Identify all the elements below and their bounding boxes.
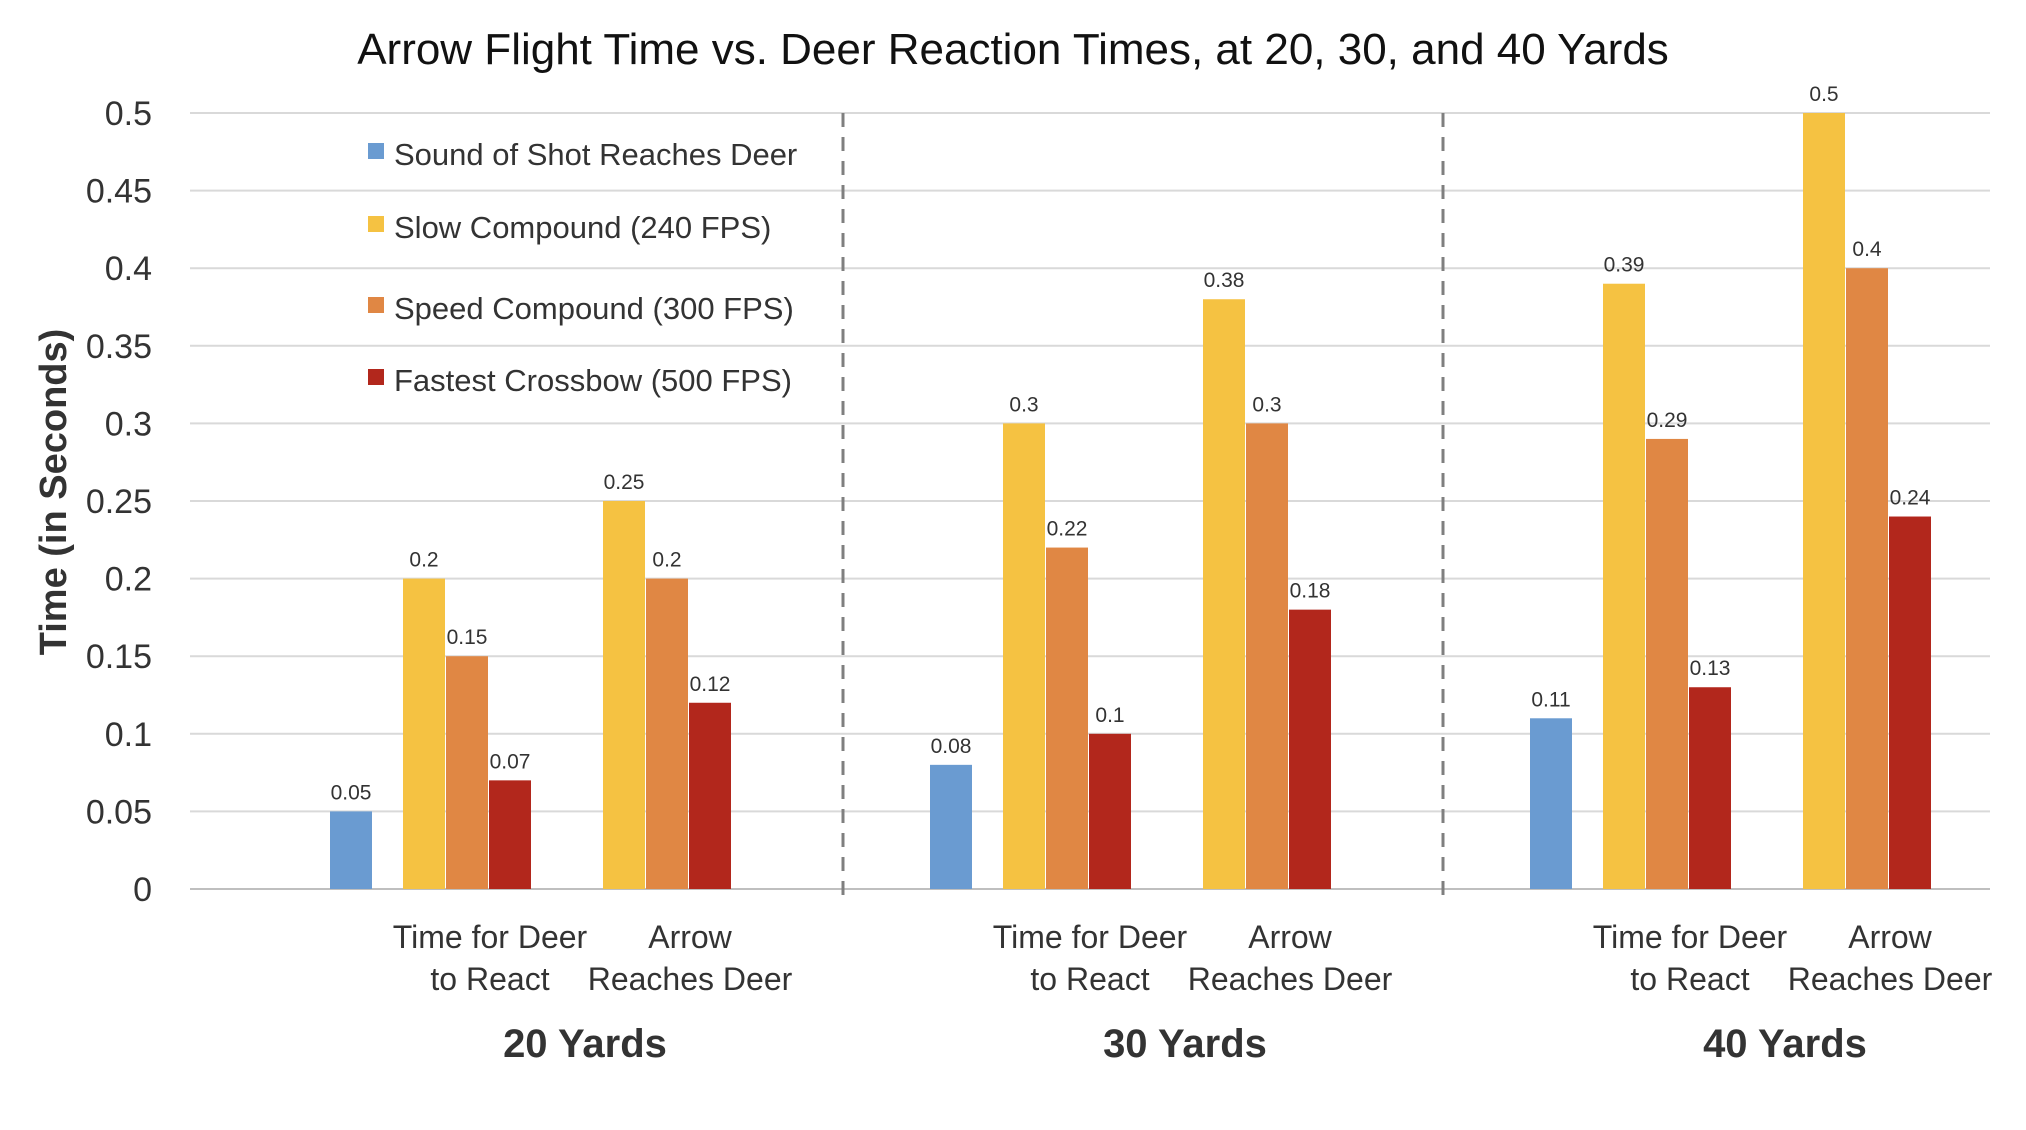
- bar: [1046, 547, 1088, 889]
- data-labels: 0.05 0.2 0.15 0.07 0.25 0.2 0.12 0.08 0.3 0.22 0.1…: [331, 83, 1931, 804]
- y-tick-label: 0: [133, 871, 152, 909]
- bar: [1246, 423, 1288, 889]
- category-label: Time for Deer: [1593, 919, 1788, 955]
- bar: [1003, 423, 1045, 889]
- category-label: Time for Deer: [393, 919, 588, 955]
- bar: [1530, 718, 1572, 889]
- legend-label: Sound of Shot Reaches Deer: [394, 137, 797, 172]
- data-label: 0.38: [1204, 269, 1245, 292]
- bar: [1889, 516, 1931, 889]
- y-tick-label: 0.25: [86, 483, 152, 521]
- y-tick-label: 0.5: [105, 95, 152, 133]
- category-label: Time for Deer: [993, 919, 1188, 955]
- bar: [1646, 438, 1688, 889]
- y-tick-label: 0.2: [105, 561, 152, 599]
- bar: [1089, 733, 1131, 889]
- x-axis-labels: Time for Deer to React Arrow Reaches Deer 20…: [393, 919, 1993, 1066]
- y-tick-label: 0.45: [86, 173, 152, 211]
- y-tick-label: 0.3: [105, 405, 152, 443]
- data-label: 0.24: [1890, 487, 1931, 510]
- data-label: 0.2: [652, 549, 681, 572]
- legend-swatch: [368, 297, 384, 313]
- bar: [930, 764, 972, 889]
- category-label: Reaches Deer: [1788, 961, 1993, 997]
- category-label: to React: [1030, 961, 1149, 997]
- data-label: 0.1: [1095, 704, 1124, 727]
- bar: [330, 811, 372, 889]
- legend: Sound of Shot Reaches Deer Slow Compound …: [368, 137, 797, 398]
- data-label: 0.22: [1047, 518, 1088, 541]
- data-label: 0.15: [447, 626, 488, 649]
- group-separators: [841, 113, 1445, 895]
- bar: [1603, 283, 1645, 890]
- data-label: 0.5: [1809, 83, 1838, 106]
- y-tick-label: 0.05: [86, 793, 152, 831]
- bar: [1803, 113, 1845, 889]
- y-tick-label: 0.4: [105, 250, 152, 288]
- y-tick-label: 0.15: [86, 638, 152, 676]
- legend-swatch: [368, 216, 384, 232]
- data-label: 0.05: [331, 781, 372, 804]
- bar: [446, 656, 488, 889]
- category-label: to React: [1630, 961, 1749, 997]
- legend-swatch: [368, 369, 384, 385]
- category-label: Reaches Deer: [588, 961, 793, 997]
- data-label: 0.07: [490, 750, 531, 773]
- bar: [403, 578, 445, 889]
- bars: [330, 113, 1931, 890]
- data-label: 0.39: [1604, 254, 1645, 277]
- y-axis-label: Time (in Seconds): [33, 329, 75, 656]
- data-label: 0.11: [1531, 688, 1570, 711]
- legend-label: Speed Compound (300 FPS): [394, 291, 794, 326]
- data-label: 0.29: [1647, 409, 1688, 432]
- category-label: Arrow: [648, 919, 732, 955]
- bar: [1289, 609, 1331, 889]
- category-label: to React: [430, 961, 549, 997]
- data-label: 0.13: [1690, 657, 1731, 680]
- y-tick-label: 0.35: [86, 328, 152, 366]
- y-tick-label: 0.1: [105, 716, 152, 754]
- group-label: 20 Yards: [503, 1022, 667, 1066]
- data-label: 0.3: [1252, 393, 1281, 416]
- data-label: 0.3: [1009, 393, 1038, 416]
- data-label: 0.4: [1852, 238, 1882, 261]
- group-label: 30 Yards: [1103, 1022, 1267, 1066]
- data-label: 0.18: [1290, 580, 1331, 603]
- chart-title: Arrow Flight Time vs. Deer Reaction Time…: [357, 25, 1669, 74]
- bar: [646, 578, 688, 889]
- bar: [603, 501, 645, 889]
- data-label: 0.2: [409, 549, 438, 572]
- data-label: 0.25: [604, 471, 645, 494]
- group-label: 40 Yards: [1703, 1022, 1867, 1066]
- legend-label: Slow Compound (240 FPS): [394, 210, 771, 245]
- bar: [1846, 268, 1888, 889]
- bar: [1689, 687, 1731, 889]
- y-axis-ticks: 0 0.05 0.1 0.15 0.2 0.25 0.3 0.35 0.4 0.45 0.5: [86, 95, 152, 909]
- category-label: Arrow: [1248, 919, 1332, 955]
- bar: [1203, 299, 1245, 889]
- category-label: Arrow: [1848, 919, 1932, 955]
- bar: [689, 702, 731, 889]
- data-label: 0.08: [931, 735, 972, 758]
- legend-swatch: [368, 143, 384, 159]
- bar: [489, 780, 531, 889]
- legend-label: Fastest Crossbow (500 FPS): [394, 363, 792, 398]
- category-label: Reaches Deer: [1188, 961, 1393, 997]
- data-label: 0.12: [690, 673, 731, 696]
